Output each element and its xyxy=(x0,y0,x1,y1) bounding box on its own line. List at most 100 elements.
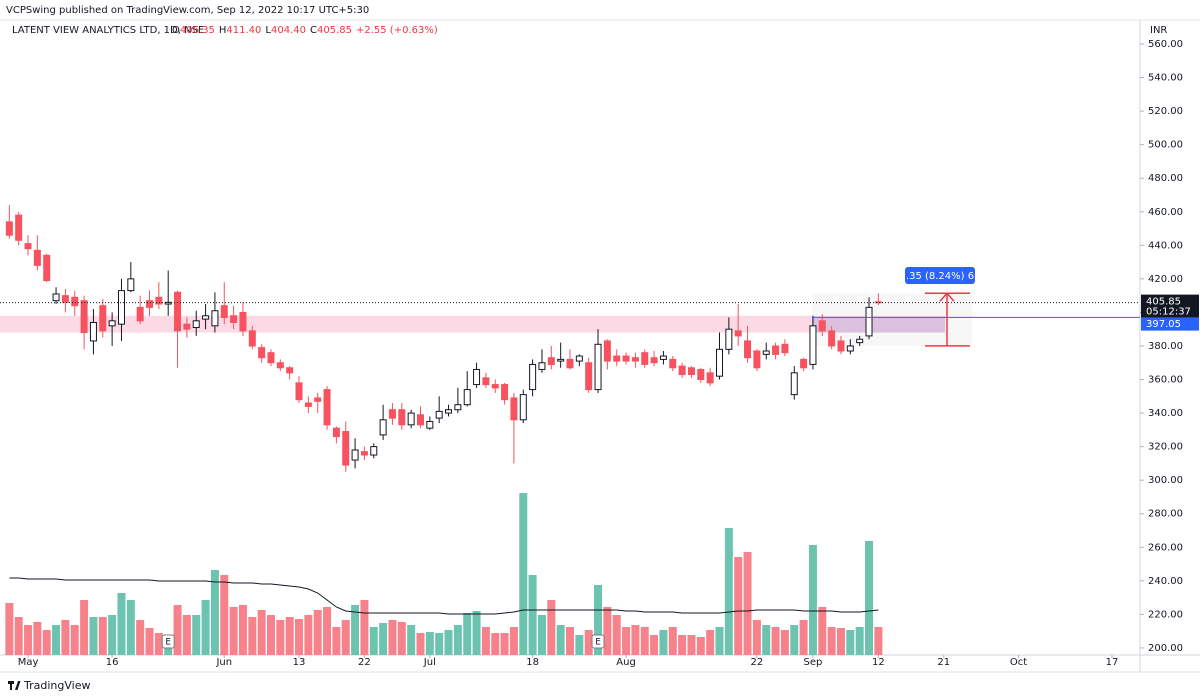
candle-body xyxy=(603,340,611,362)
logo: TradingView xyxy=(8,679,90,692)
volume-bar xyxy=(874,627,883,655)
volume-bar xyxy=(24,625,33,655)
volume-bar xyxy=(519,493,528,655)
volume-bar xyxy=(14,617,23,655)
x-tick-label: 22 xyxy=(751,657,764,668)
y-tick-label: 200.00 xyxy=(1148,643,1183,654)
measure-label-box xyxy=(905,267,975,284)
candle-body xyxy=(398,409,406,426)
volume-bar xyxy=(491,633,500,655)
candle-body xyxy=(127,278,135,292)
candle-body xyxy=(314,397,322,402)
volume-bar xyxy=(650,635,659,655)
y-tick-label: 540.00 xyxy=(1148,73,1183,84)
candle-body xyxy=(678,365,686,375)
volume-bar xyxy=(603,607,612,655)
candle-body xyxy=(463,389,471,406)
volume-bar xyxy=(790,625,799,655)
candle-body xyxy=(828,330,836,347)
volume-bar xyxy=(724,528,733,655)
candle-body xyxy=(15,214,23,241)
logo-mark xyxy=(8,681,21,690)
volume-bar xyxy=(182,615,191,655)
volume-bar xyxy=(416,633,425,655)
candle-body xyxy=(501,384,509,401)
volume-bar xyxy=(332,627,341,655)
volume-bar xyxy=(351,605,360,655)
price-label: 405.85 xyxy=(1146,297,1181,308)
legend-item: L xyxy=(265,25,271,36)
candle-body xyxy=(734,330,742,337)
candle-body xyxy=(323,389,331,426)
volume-bar xyxy=(108,615,117,655)
volume-bar xyxy=(5,603,14,655)
candle-body xyxy=(706,372,714,384)
legend-item: 411.40 xyxy=(226,25,261,36)
candle-body xyxy=(416,414,424,426)
hline-label-box xyxy=(1141,317,1199,331)
candle-body xyxy=(230,315,238,323)
candle-body xyxy=(43,254,51,282)
volume-bar xyxy=(780,630,789,655)
volume-bar xyxy=(696,637,705,655)
candle-body xyxy=(818,320,826,332)
candle-body xyxy=(286,367,294,374)
volume-bar xyxy=(575,635,584,655)
candle-body xyxy=(435,410,443,419)
candle-body xyxy=(529,363,537,391)
y-tick-label: 340.00 xyxy=(1148,408,1183,419)
candle-body xyxy=(659,355,667,360)
volume-bar xyxy=(472,611,481,655)
candle-body xyxy=(108,320,116,327)
candle-body xyxy=(61,295,69,303)
volume-bar xyxy=(528,575,537,655)
symbol-title: LATENT VIEW ANALYTICS LTD, 1D, NSE xyxy=(12,25,204,36)
y-tick-label: 260.00 xyxy=(1148,542,1183,553)
volume-bar xyxy=(52,625,61,655)
volume-bar xyxy=(827,627,836,655)
volume-bar xyxy=(295,619,304,655)
candle-body xyxy=(744,340,752,359)
publish-header: VCPSwing published on TradingView.com, S… xyxy=(6,5,369,16)
volume-bar xyxy=(622,627,631,655)
candle-body xyxy=(304,402,312,407)
candle-body xyxy=(846,345,854,352)
y-tick-label: 240.00 xyxy=(1148,576,1183,587)
candle-body xyxy=(388,409,396,419)
volume-bar xyxy=(33,622,42,655)
candle-body xyxy=(295,382,303,401)
candle-body xyxy=(585,362,593,391)
volume-bar xyxy=(678,635,687,655)
volume-bar xyxy=(192,615,201,655)
volume-bar xyxy=(762,625,771,655)
volume-bar xyxy=(715,627,724,655)
volume-bar xyxy=(266,615,275,655)
candle-body xyxy=(220,305,228,318)
volume-bar xyxy=(566,627,574,655)
volume-bar xyxy=(323,607,332,655)
volume-bar xyxy=(836,628,845,655)
volume-bar xyxy=(276,620,285,655)
candle-body xyxy=(33,249,41,266)
legend-item: C xyxy=(310,25,317,36)
volume-bar xyxy=(285,617,294,655)
hline-label: 397.05 xyxy=(1146,319,1181,330)
candle-body xyxy=(687,367,695,375)
candle-body xyxy=(89,321,97,342)
candle-body xyxy=(856,338,864,344)
candle-body xyxy=(641,352,649,365)
candle-body xyxy=(445,409,453,414)
candle-body xyxy=(613,355,621,362)
candle-body xyxy=(716,348,724,377)
candle-body xyxy=(276,362,284,369)
currency: INR xyxy=(1150,25,1167,36)
volume-bar xyxy=(210,570,219,655)
candle-body xyxy=(538,362,546,370)
volume-bar xyxy=(397,622,406,655)
volume-bar xyxy=(136,620,145,655)
candle-body xyxy=(566,358,574,369)
x-tick-label: 22 xyxy=(358,657,371,668)
candle-body xyxy=(650,357,658,364)
volume-bar xyxy=(313,610,322,655)
candle-body xyxy=(370,446,378,456)
